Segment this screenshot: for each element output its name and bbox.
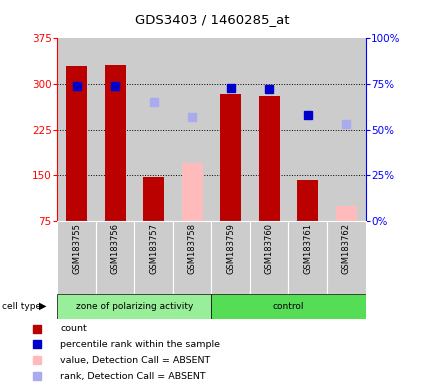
Bar bbox=[181, 163, 203, 221]
Bar bbox=[143, 177, 164, 221]
Bar bbox=[211, 38, 250, 221]
Bar bbox=[289, 221, 327, 294]
Bar bbox=[96, 38, 134, 221]
Text: GDS3403 / 1460285_at: GDS3403 / 1460285_at bbox=[135, 13, 290, 26]
Text: GSM183758: GSM183758 bbox=[188, 223, 197, 274]
Bar bbox=[105, 65, 126, 221]
Bar bbox=[66, 66, 87, 221]
Bar bbox=[289, 38, 327, 221]
Bar bbox=[57, 38, 96, 221]
Text: percentile rank within the sample: percentile rank within the sample bbox=[60, 340, 220, 349]
Bar bbox=[297, 180, 318, 221]
Text: cell type: cell type bbox=[2, 302, 41, 311]
Text: ▶: ▶ bbox=[39, 301, 47, 311]
Text: GSM183756: GSM183756 bbox=[110, 223, 120, 274]
Bar bbox=[259, 96, 280, 221]
Text: GSM183757: GSM183757 bbox=[149, 223, 158, 274]
Bar bbox=[220, 94, 241, 221]
Text: GSM183755: GSM183755 bbox=[72, 223, 81, 274]
Text: rank, Detection Call = ABSENT: rank, Detection Call = ABSENT bbox=[60, 372, 206, 381]
Bar bbox=[134, 38, 173, 221]
Bar bbox=[211, 294, 366, 319]
Text: GSM183761: GSM183761 bbox=[303, 223, 312, 274]
Bar bbox=[173, 38, 211, 221]
Bar bbox=[336, 205, 357, 221]
Bar bbox=[96, 221, 134, 294]
Bar bbox=[250, 221, 289, 294]
Text: value, Detection Call = ABSENT: value, Detection Call = ABSENT bbox=[60, 356, 211, 365]
Text: control: control bbox=[273, 302, 304, 311]
Bar bbox=[211, 221, 250, 294]
Bar bbox=[57, 221, 96, 294]
Text: count: count bbox=[60, 324, 87, 333]
Text: zone of polarizing activity: zone of polarizing activity bbox=[76, 302, 193, 311]
Text: GSM183762: GSM183762 bbox=[342, 223, 351, 274]
Bar bbox=[173, 221, 211, 294]
Bar bbox=[57, 294, 211, 319]
Bar bbox=[327, 38, 366, 221]
Text: GSM183759: GSM183759 bbox=[226, 223, 235, 274]
Bar bbox=[327, 221, 366, 294]
Text: GSM183760: GSM183760 bbox=[265, 223, 274, 274]
Bar bbox=[250, 38, 289, 221]
Bar bbox=[134, 221, 173, 294]
